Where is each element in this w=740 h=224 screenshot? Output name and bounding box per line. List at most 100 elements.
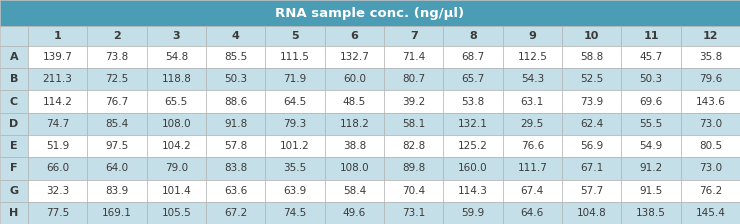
Text: G: G [10, 186, 18, 196]
Text: 71.4: 71.4 [402, 52, 426, 62]
Text: 76.2: 76.2 [699, 186, 722, 196]
Text: 45.7: 45.7 [639, 52, 662, 62]
Bar [28, 90, 87, 113]
Text: 55.5: 55.5 [639, 119, 662, 129]
Bar [325, 113, 384, 135]
Bar [0, 202, 28, 224]
Bar [0, 157, 28, 179]
Bar [443, 46, 502, 68]
Text: 79.3: 79.3 [283, 119, 306, 129]
Text: 104.2: 104.2 [161, 141, 191, 151]
Text: 91.5: 91.5 [639, 186, 662, 196]
Text: 104.8: 104.8 [576, 208, 607, 218]
Text: 64.5: 64.5 [283, 97, 306, 107]
Bar [206, 179, 266, 202]
Bar [443, 113, 502, 135]
Text: 89.8: 89.8 [402, 163, 426, 173]
Bar [502, 26, 562, 46]
Bar [28, 46, 87, 68]
Bar [443, 135, 502, 157]
Bar [384, 179, 443, 202]
Bar [87, 68, 147, 90]
Text: 125.2: 125.2 [458, 141, 488, 151]
Bar [0, 46, 28, 68]
Bar [681, 157, 740, 179]
Bar [562, 90, 622, 113]
Bar [325, 46, 384, 68]
Bar [562, 179, 622, 202]
Bar [0, 26, 28, 46]
Bar [562, 202, 622, 224]
Bar [443, 68, 502, 90]
Text: 118.8: 118.8 [161, 74, 191, 84]
Bar [266, 46, 325, 68]
Text: 4: 4 [232, 31, 240, 41]
Text: 83.9: 83.9 [105, 186, 129, 196]
Bar [28, 113, 87, 135]
Bar [0, 68, 28, 90]
Text: 64.6: 64.6 [521, 208, 544, 218]
Text: 114.3: 114.3 [458, 186, 488, 196]
Text: 68.7: 68.7 [461, 52, 485, 62]
Bar [502, 157, 562, 179]
Bar [384, 68, 443, 90]
Text: 88.6: 88.6 [224, 97, 247, 107]
Text: 211.3: 211.3 [43, 74, 73, 84]
Text: 53.8: 53.8 [461, 97, 485, 107]
Bar [28, 68, 87, 90]
Text: 58.1: 58.1 [402, 119, 426, 129]
Text: 71.9: 71.9 [283, 74, 306, 84]
Text: 111.5: 111.5 [280, 52, 310, 62]
Text: 58.8: 58.8 [580, 52, 603, 62]
Text: 85.4: 85.4 [105, 119, 129, 129]
Bar [28, 135, 87, 157]
Bar [384, 135, 443, 157]
Text: 32.3: 32.3 [46, 186, 70, 196]
Text: 11: 11 [643, 31, 659, 41]
Bar [28, 26, 87, 46]
Bar [562, 157, 622, 179]
Text: RNA sample conc. (ng/μl): RNA sample conc. (ng/μl) [275, 6, 465, 19]
Text: 62.4: 62.4 [580, 119, 603, 129]
Text: 9: 9 [528, 31, 536, 41]
Bar [622, 26, 681, 46]
Bar [87, 113, 147, 135]
Text: 67.1: 67.1 [580, 163, 603, 173]
Text: 49.6: 49.6 [343, 208, 366, 218]
Bar [384, 202, 443, 224]
Text: 85.5: 85.5 [224, 52, 247, 62]
Bar [266, 135, 325, 157]
Bar [0, 135, 28, 157]
Text: 79.0: 79.0 [165, 163, 188, 173]
Bar [562, 68, 622, 90]
Text: 52.5: 52.5 [580, 74, 603, 84]
Bar [0, 90, 28, 113]
Text: 59.9: 59.9 [461, 208, 485, 218]
Text: B: B [10, 74, 18, 84]
Bar [325, 202, 384, 224]
Bar [622, 179, 681, 202]
Bar [681, 202, 740, 224]
Text: A: A [10, 52, 18, 62]
Text: 67.2: 67.2 [224, 208, 247, 218]
Text: 65.5: 65.5 [165, 97, 188, 107]
Text: 3: 3 [172, 31, 180, 41]
Text: H: H [10, 208, 18, 218]
Bar [443, 26, 502, 46]
Text: 132.1: 132.1 [458, 119, 488, 129]
Text: 29.5: 29.5 [521, 119, 544, 129]
Text: 35.8: 35.8 [699, 52, 722, 62]
Text: 57.7: 57.7 [580, 186, 603, 196]
Bar [87, 202, 147, 224]
Bar [384, 113, 443, 135]
Bar [502, 68, 562, 90]
Bar [28, 157, 87, 179]
Bar [206, 135, 266, 157]
Bar [147, 113, 206, 135]
Bar [622, 113, 681, 135]
Text: 35.5: 35.5 [283, 163, 306, 173]
Bar [384, 90, 443, 113]
Text: 70.4: 70.4 [402, 186, 426, 196]
Text: 7: 7 [410, 31, 417, 41]
Bar [325, 179, 384, 202]
